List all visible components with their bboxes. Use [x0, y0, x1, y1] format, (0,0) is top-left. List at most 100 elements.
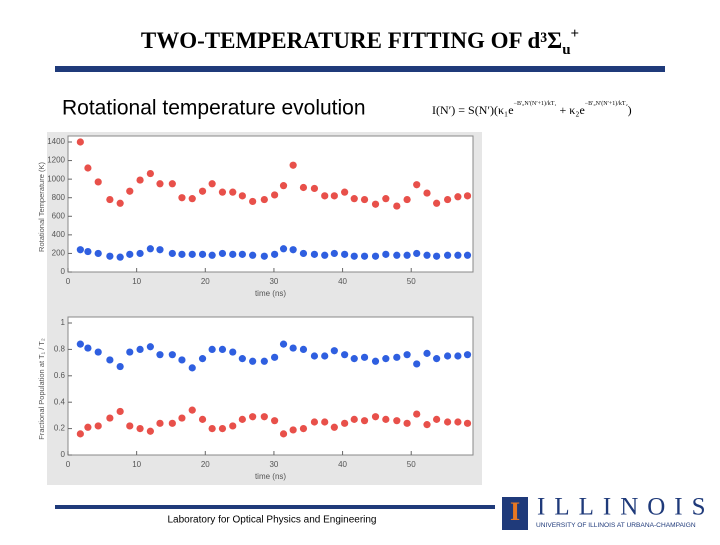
- data-point: [433, 199, 441, 207]
- data-point: [310, 418, 319, 426]
- data-point: [126, 187, 134, 195]
- data-point: [371, 413, 380, 421]
- y-tick-label: 0.6: [54, 371, 66, 380]
- data-point: [371, 200, 380, 208]
- x-tick-label: 30: [269, 277, 278, 286]
- data-point: [341, 188, 349, 196]
- data-point: [146, 427, 154, 435]
- data-point: [156, 351, 164, 359]
- data-point: [330, 249, 338, 258]
- data-point: [76, 430, 84, 438]
- data-point: [382, 415, 390, 423]
- eq-exp: −B′₀N′(N′+1)/kT₁: [514, 100, 557, 107]
- data-point: [271, 417, 279, 425]
- y-axis-label: Fractional Population at T₁ / T₂: [37, 338, 46, 440]
- data-point: [341, 351, 349, 359]
- data-point: [178, 356, 186, 364]
- y-tick-label: 0: [61, 450, 66, 459]
- data-point: [321, 192, 329, 200]
- data-point: [208, 345, 216, 353]
- data-point: [198, 187, 207, 195]
- data-point: [360, 417, 369, 425]
- x-tick-label: 0: [66, 277, 71, 286]
- data-point: [94, 348, 102, 356]
- data-point: [360, 195, 369, 204]
- title-main: TWO-TEMPERATURE FITTING OF d³Σ: [141, 28, 562, 53]
- data-point: [260, 413, 268, 421]
- data-point: [76, 138, 84, 146]
- data-point: [218, 345, 227, 353]
- data-point: [330, 192, 338, 200]
- plot-area: [67, 135, 474, 273]
- data-point: [433, 355, 441, 363]
- title-sub: u: [562, 42, 570, 58]
- data-point: [198, 355, 207, 363]
- x-axis-label: time (ns): [255, 289, 286, 298]
- data-point: [279, 245, 288, 253]
- data-point: [136, 176, 144, 184]
- data-point: [76, 340, 84, 348]
- data-point: [188, 364, 196, 372]
- data-point: [393, 417, 401, 425]
- data-point: [84, 344, 92, 352]
- logo-name: ILLINOIS: [537, 494, 715, 521]
- data-point: [188, 250, 196, 258]
- y-tick-label: 1200: [47, 156, 65, 165]
- x-axis-label: time (ns): [255, 472, 286, 481]
- footer-text: Laboratory for Optical Physics and Engin…: [167, 515, 376, 526]
- data-point: [371, 357, 380, 365]
- data-point: [76, 246, 84, 254]
- y-axis-label: Rotational Temperature (K): [37, 162, 46, 252]
- data-point: [156, 246, 164, 254]
- data-point: [249, 357, 257, 365]
- data-point: [238, 355, 246, 363]
- data-point: [178, 250, 186, 258]
- y-tick-label: 800: [52, 193, 66, 202]
- data-point: [168, 351, 176, 359]
- data-point: [126, 348, 134, 356]
- logo-tagline: UNIVERSITY OF ILLINOIS AT URBANA-CHAMPAI…: [536, 522, 696, 529]
- x-tick-label: 0: [66, 460, 71, 469]
- slide-title: TWO-TEMPERATURE FITTING OF d³Σu+: [141, 26, 579, 58]
- data-point: [454, 193, 462, 201]
- y-tick-label: 1: [61, 318, 66, 327]
- data-point: [423, 189, 431, 197]
- data-point: [444, 418, 452, 426]
- data-point: [84, 247, 92, 256]
- data-point: [279, 430, 288, 438]
- data-point: [84, 164, 92, 172]
- data-point: [289, 246, 297, 254]
- data-point: [136, 249, 144, 258]
- data-point: [341, 250, 349, 258]
- data-point: [249, 197, 257, 206]
- data-point: [126, 422, 134, 430]
- data-point: [116, 362, 124, 371]
- data-point: [413, 181, 421, 189]
- data-point: [299, 249, 308, 258]
- data-point: [146, 245, 154, 253]
- data-point: [168, 419, 176, 427]
- data-point: [116, 407, 124, 416]
- data-point: [238, 192, 246, 200]
- data-point: [433, 252, 441, 260]
- logo-block: [502, 497, 528, 530]
- data-point: [299, 425, 308, 433]
- data-point: [299, 345, 308, 353]
- data-point: [106, 356, 114, 364]
- data-point: [444, 352, 452, 360]
- data-point: [382, 195, 390, 203]
- data-point: [229, 188, 237, 196]
- data-point: [188, 406, 196, 414]
- subtitle: Rotational temperature evolution: [62, 97, 366, 120]
- data-point: [413, 249, 421, 258]
- data-point: [208, 251, 216, 259]
- data-point: [350, 415, 358, 423]
- data-point: [299, 183, 308, 192]
- data-point: [393, 353, 401, 361]
- data-point: [393, 251, 401, 259]
- data-point: [454, 251, 462, 259]
- data-point: [423, 251, 431, 259]
- data-point: [289, 161, 297, 169]
- data-point: [403, 195, 411, 204]
